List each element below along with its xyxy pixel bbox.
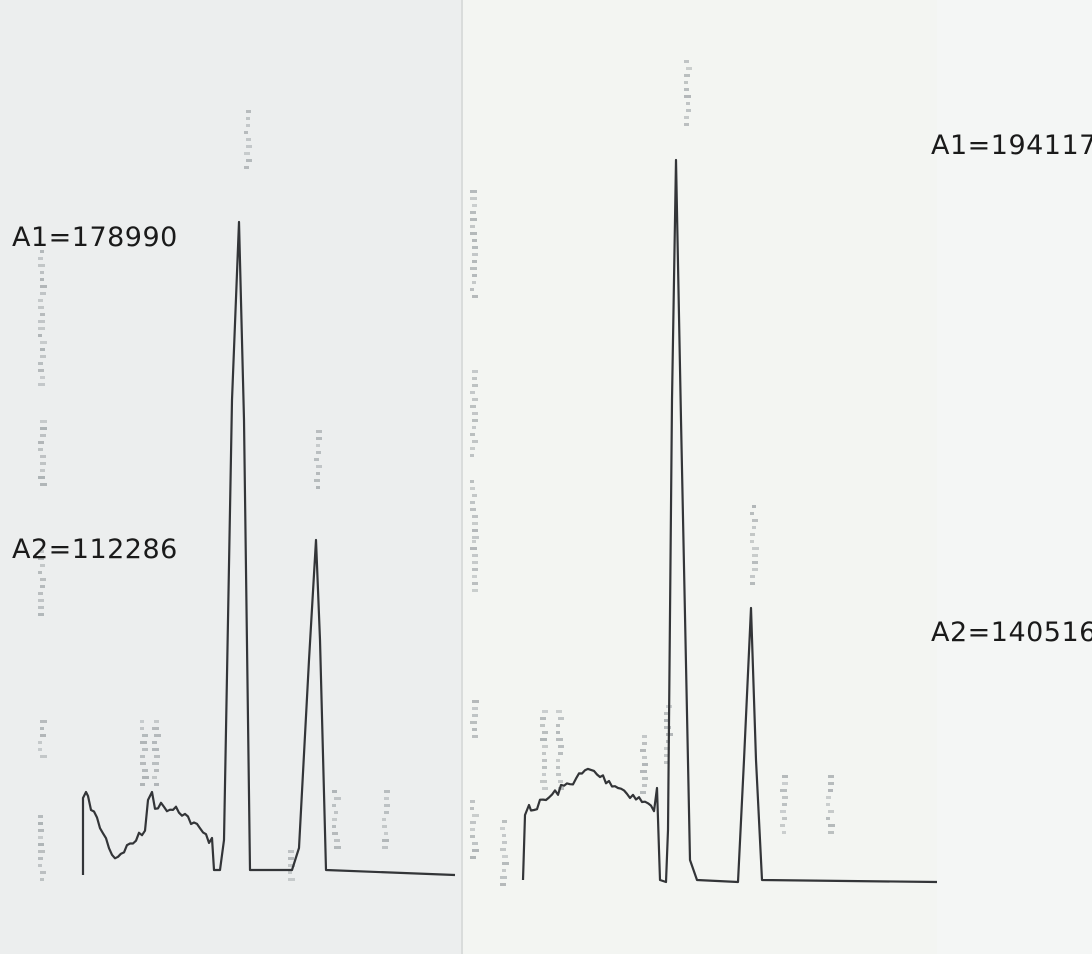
- left-faint-printed-marks: [38, 110, 390, 881]
- faint-print-mark: [152, 720, 161, 786]
- faint-print-mark: [140, 720, 149, 786]
- faint-print-mark: [382, 790, 390, 849]
- left-peak-a2-area-label: A2=112286: [12, 534, 178, 565]
- faint-print-mark: [470, 190, 478, 298]
- faint-print-mark: [38, 420, 47, 486]
- faint-print-mark: [540, 710, 548, 790]
- faint-print-mark: [640, 735, 648, 794]
- right-peak-a2-area-label: A2=140516: [931, 617, 1092, 648]
- faint-print-mark: [470, 540, 478, 592]
- faint-print-mark: [500, 820, 509, 886]
- left-peak-a1-area-label: A1=178990: [12, 222, 178, 253]
- right-faint-printed-marks: [470, 60, 835, 886]
- faint-print-mark: [470, 700, 479, 738]
- faint-print-mark: [38, 250, 47, 386]
- faint-print-mark: [470, 370, 478, 457]
- faint-print-mark: [332, 790, 341, 849]
- faint-print-mark: [826, 775, 835, 834]
- faint-print-mark: [38, 550, 46, 616]
- left-chromatogram-trace: [81, 220, 456, 877]
- faint-print-mark: [38, 815, 46, 881]
- faint-print-mark: [314, 430, 322, 489]
- faint-print-mark: [244, 110, 252, 169]
- right-peak-a1-area-label: A1=194117: [931, 130, 1092, 161]
- faint-print-mark: [470, 480, 479, 539]
- right-chromatogram-trace: [521, 158, 938, 884]
- faint-print-mark: [288, 850, 295, 881]
- right-panel-paper: [462, 0, 937, 954]
- faint-print-mark: [470, 800, 479, 859]
- faint-print-mark: [38, 720, 47, 758]
- faint-print-mark: [780, 775, 788, 834]
- faint-print-mark: [684, 60, 692, 126]
- faint-print-mark: [750, 505, 759, 585]
